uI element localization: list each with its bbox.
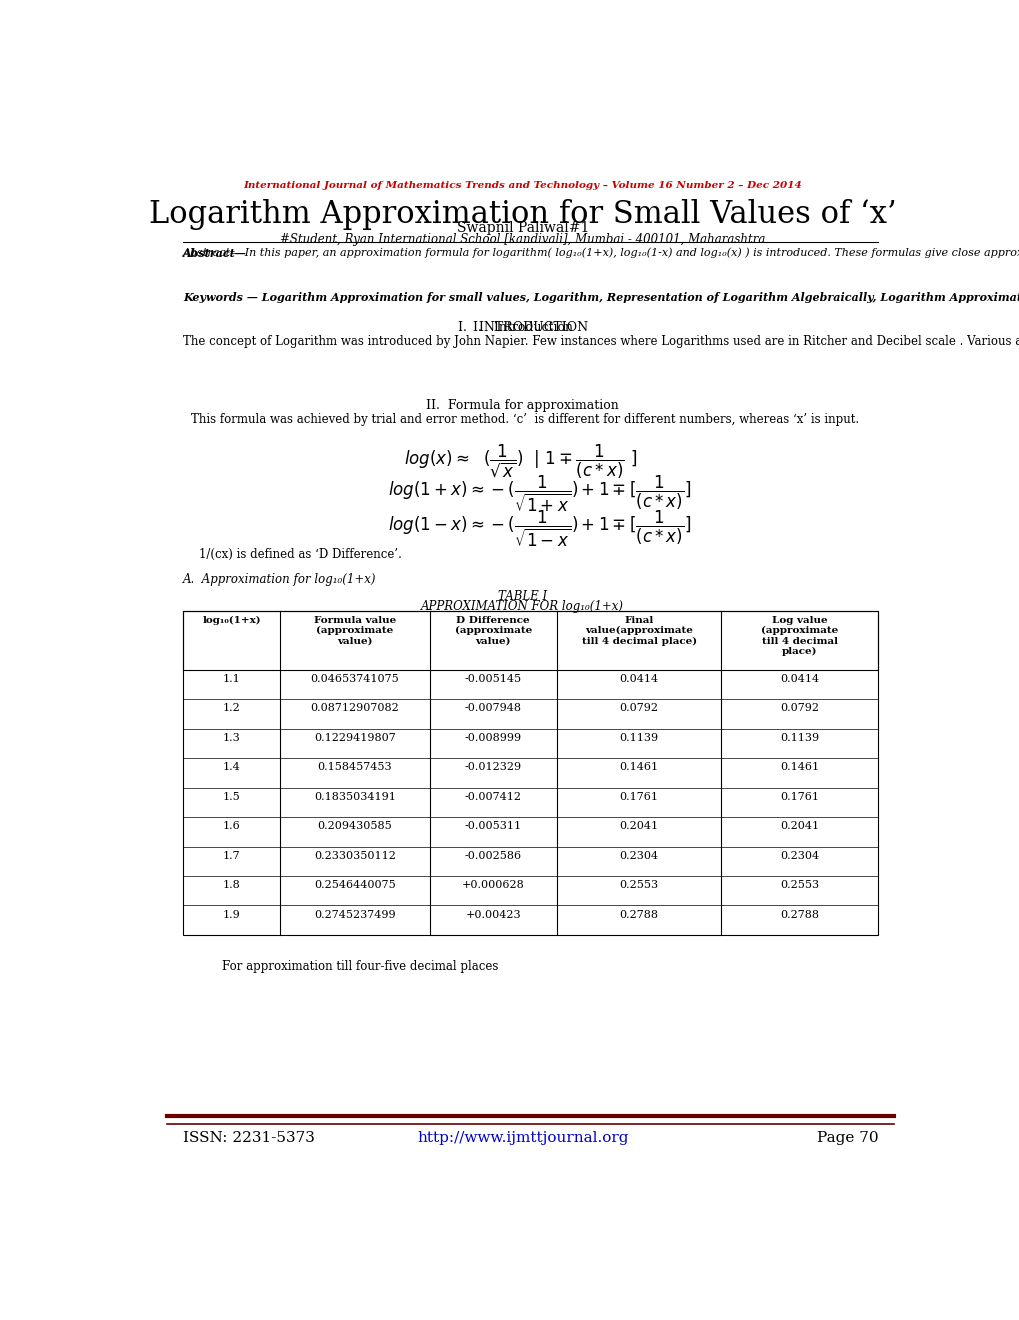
Text: 0.0414: 0.0414 <box>780 673 818 684</box>
Text: -0.007948: -0.007948 <box>465 704 522 713</box>
Text: -0.012329: -0.012329 <box>465 762 522 772</box>
Bar <box>182 611 877 935</box>
Text: 1.8: 1.8 <box>222 880 240 890</box>
Text: 0.2546440075: 0.2546440075 <box>314 880 395 890</box>
Text: International Journal of Mathematics Trends and Technology – Volume 16 Number 2 : International Journal of Mathematics Tre… <box>244 181 801 190</box>
Text: 0.158457453: 0.158457453 <box>317 762 391 772</box>
Text: $\mathit{log(1+x)} \approx -(\dfrac{1}{\sqrt{1+x}}) + 1 \mp [\dfrac{1}{(c*x)}]$: $\mathit{log(1+x)} \approx -(\dfrac{1}{\… <box>388 474 691 513</box>
Text: Abstract— In this paper, an approximation formula for logarithm( log₁₀(1+x), log: Abstract— In this paper, an approximatio… <box>182 248 1019 259</box>
Text: A.  Approximation for log₁₀(1+x): A. Approximation for log₁₀(1+x) <box>182 573 376 586</box>
Text: log₁₀(1+x): log₁₀(1+x) <box>202 615 261 624</box>
Text: Swapnil Paliwal#1: Swapnil Paliwal#1 <box>457 222 588 235</box>
Text: $\mathit{log(1-x)} \approx -(\dfrac{1}{\sqrt{1-x}}) + 1 \mp [\dfrac{1}{(c*x)}]$: $\mathit{log(1-x)} \approx -(\dfrac{1}{\… <box>388 510 691 549</box>
Text: #Student, Ryan International School [kandivali], Mumbai - 400101, Maharashtra: #Student, Ryan International School [kan… <box>280 232 764 246</box>
Text: Keywords — Logarithm Approximation for small values, Logarithm, Representation o: Keywords — Logarithm Approximation for s… <box>182 292 1019 302</box>
Text: TABLE I: TABLE I <box>497 590 547 603</box>
Text: ISSN: 2231-5373: ISSN: 2231-5373 <box>182 1131 315 1144</box>
Text: II.  Formula for approximation: II. Formula for approximation <box>426 399 619 412</box>
Text: -0.005311: -0.005311 <box>465 821 522 832</box>
Text: This formula was achieved by trial and error method. ‘c’  is different for diffe: This formula was achieved by trial and e… <box>191 412 858 425</box>
Text: 0.04653741075: 0.04653741075 <box>310 673 398 684</box>
Text: 1.2: 1.2 <box>222 704 240 713</box>
Text: 0.2553: 0.2553 <box>780 880 818 890</box>
Text: D Difference
(approximate
value): D Difference (approximate value) <box>454 615 531 645</box>
Bar <box>182 611 877 669</box>
Text: $\mathit{log(x)} \approx \ \ ( \dfrac{1}{\sqrt{x}} )\ \ | \ 1 \mp \dfrac{1}{(c*x: $\mathit{log(x)} \approx \ \ ( \dfrac{1}… <box>404 444 637 482</box>
Text: Abstract—: Abstract— <box>182 248 247 259</box>
Text: 0.0792: 0.0792 <box>619 704 658 713</box>
Text: Page 70: Page 70 <box>816 1131 877 1144</box>
Text: 0.1139: 0.1139 <box>619 733 658 743</box>
Text: 1.7: 1.7 <box>222 850 240 861</box>
Text: Logarithm Approximation for Small Values of ‘x’: Logarithm Approximation for Small Values… <box>149 199 896 230</box>
Text: +0.000628: +0.000628 <box>462 880 524 890</box>
Text: I.   INTRODUCTION: I. INTRODUCTION <box>458 321 587 334</box>
Text: +0.00423: +0.00423 <box>465 909 521 920</box>
Text: 1.3: 1.3 <box>222 733 240 743</box>
Text: Formula value
(approximate
value): Formula value (approximate value) <box>314 615 395 645</box>
Text: 0.209430585: 0.209430585 <box>317 821 392 832</box>
Text: 0.2788: 0.2788 <box>780 909 818 920</box>
Text: -0.002586: -0.002586 <box>465 850 522 861</box>
Text: I.   Introduction: I. Introduction <box>472 321 573 334</box>
Text: 1.9: 1.9 <box>222 909 240 920</box>
Text: 0.1461: 0.1461 <box>619 762 658 772</box>
Text: 0.1761: 0.1761 <box>619 792 658 801</box>
Text: 0.2330350112: 0.2330350112 <box>314 850 395 861</box>
Text: Log value
(approximate
till 4 decimal
place): Log value (approximate till 4 decimal pl… <box>760 615 838 656</box>
Text: 0.0414: 0.0414 <box>619 673 658 684</box>
Text: 0.2041: 0.2041 <box>780 821 818 832</box>
Text: 0.08712907082: 0.08712907082 <box>310 704 398 713</box>
Text: 0.1835034191: 0.1835034191 <box>314 792 395 801</box>
Text: http://www.ijmttjournal.org: http://www.ijmttjournal.org <box>417 1131 628 1144</box>
Text: 1.5: 1.5 <box>222 792 240 801</box>
Text: -0.008999: -0.008999 <box>465 733 522 743</box>
Text: 1.1: 1.1 <box>222 673 240 684</box>
Text: 1.6: 1.6 <box>222 821 240 832</box>
Text: 0.1229419807: 0.1229419807 <box>314 733 395 743</box>
Text: APPROXIMATION FOR log₁₀(1+x): APPROXIMATION FOR log₁₀(1+x) <box>421 599 624 612</box>
Text: -0.005145: -0.005145 <box>465 673 522 684</box>
Text: -0.007412: -0.007412 <box>465 792 522 801</box>
Text: 0.0792: 0.0792 <box>780 704 818 713</box>
Text: 1/(cx) is defined as ‘D Difference’.: 1/(cx) is defined as ‘D Difference’. <box>199 548 401 561</box>
Text: 0.2788: 0.2788 <box>619 909 658 920</box>
Text: Final
value(approximate
till 4 decimal place): Final value(approximate till 4 decimal p… <box>581 615 696 645</box>
Text: 1.4: 1.4 <box>222 762 240 772</box>
Text: 0.2304: 0.2304 <box>780 850 818 861</box>
Text: For approximation till four-five decimal places: For approximation till four-five decimal… <box>222 961 498 973</box>
Text: 0.1461: 0.1461 <box>780 762 818 772</box>
Text: 0.1139: 0.1139 <box>780 733 818 743</box>
Text: 0.2304: 0.2304 <box>619 850 658 861</box>
Text: 0.1761: 0.1761 <box>780 792 818 801</box>
Text: 0.2041: 0.2041 <box>619 821 658 832</box>
Text: 0.2553: 0.2553 <box>619 880 658 890</box>
Text: The concept of Logarithm was introduced by John Napier. Few instances where Loga: The concept of Logarithm was introduced … <box>182 334 1019 347</box>
Text: 0.2745237499: 0.2745237499 <box>314 909 395 920</box>
